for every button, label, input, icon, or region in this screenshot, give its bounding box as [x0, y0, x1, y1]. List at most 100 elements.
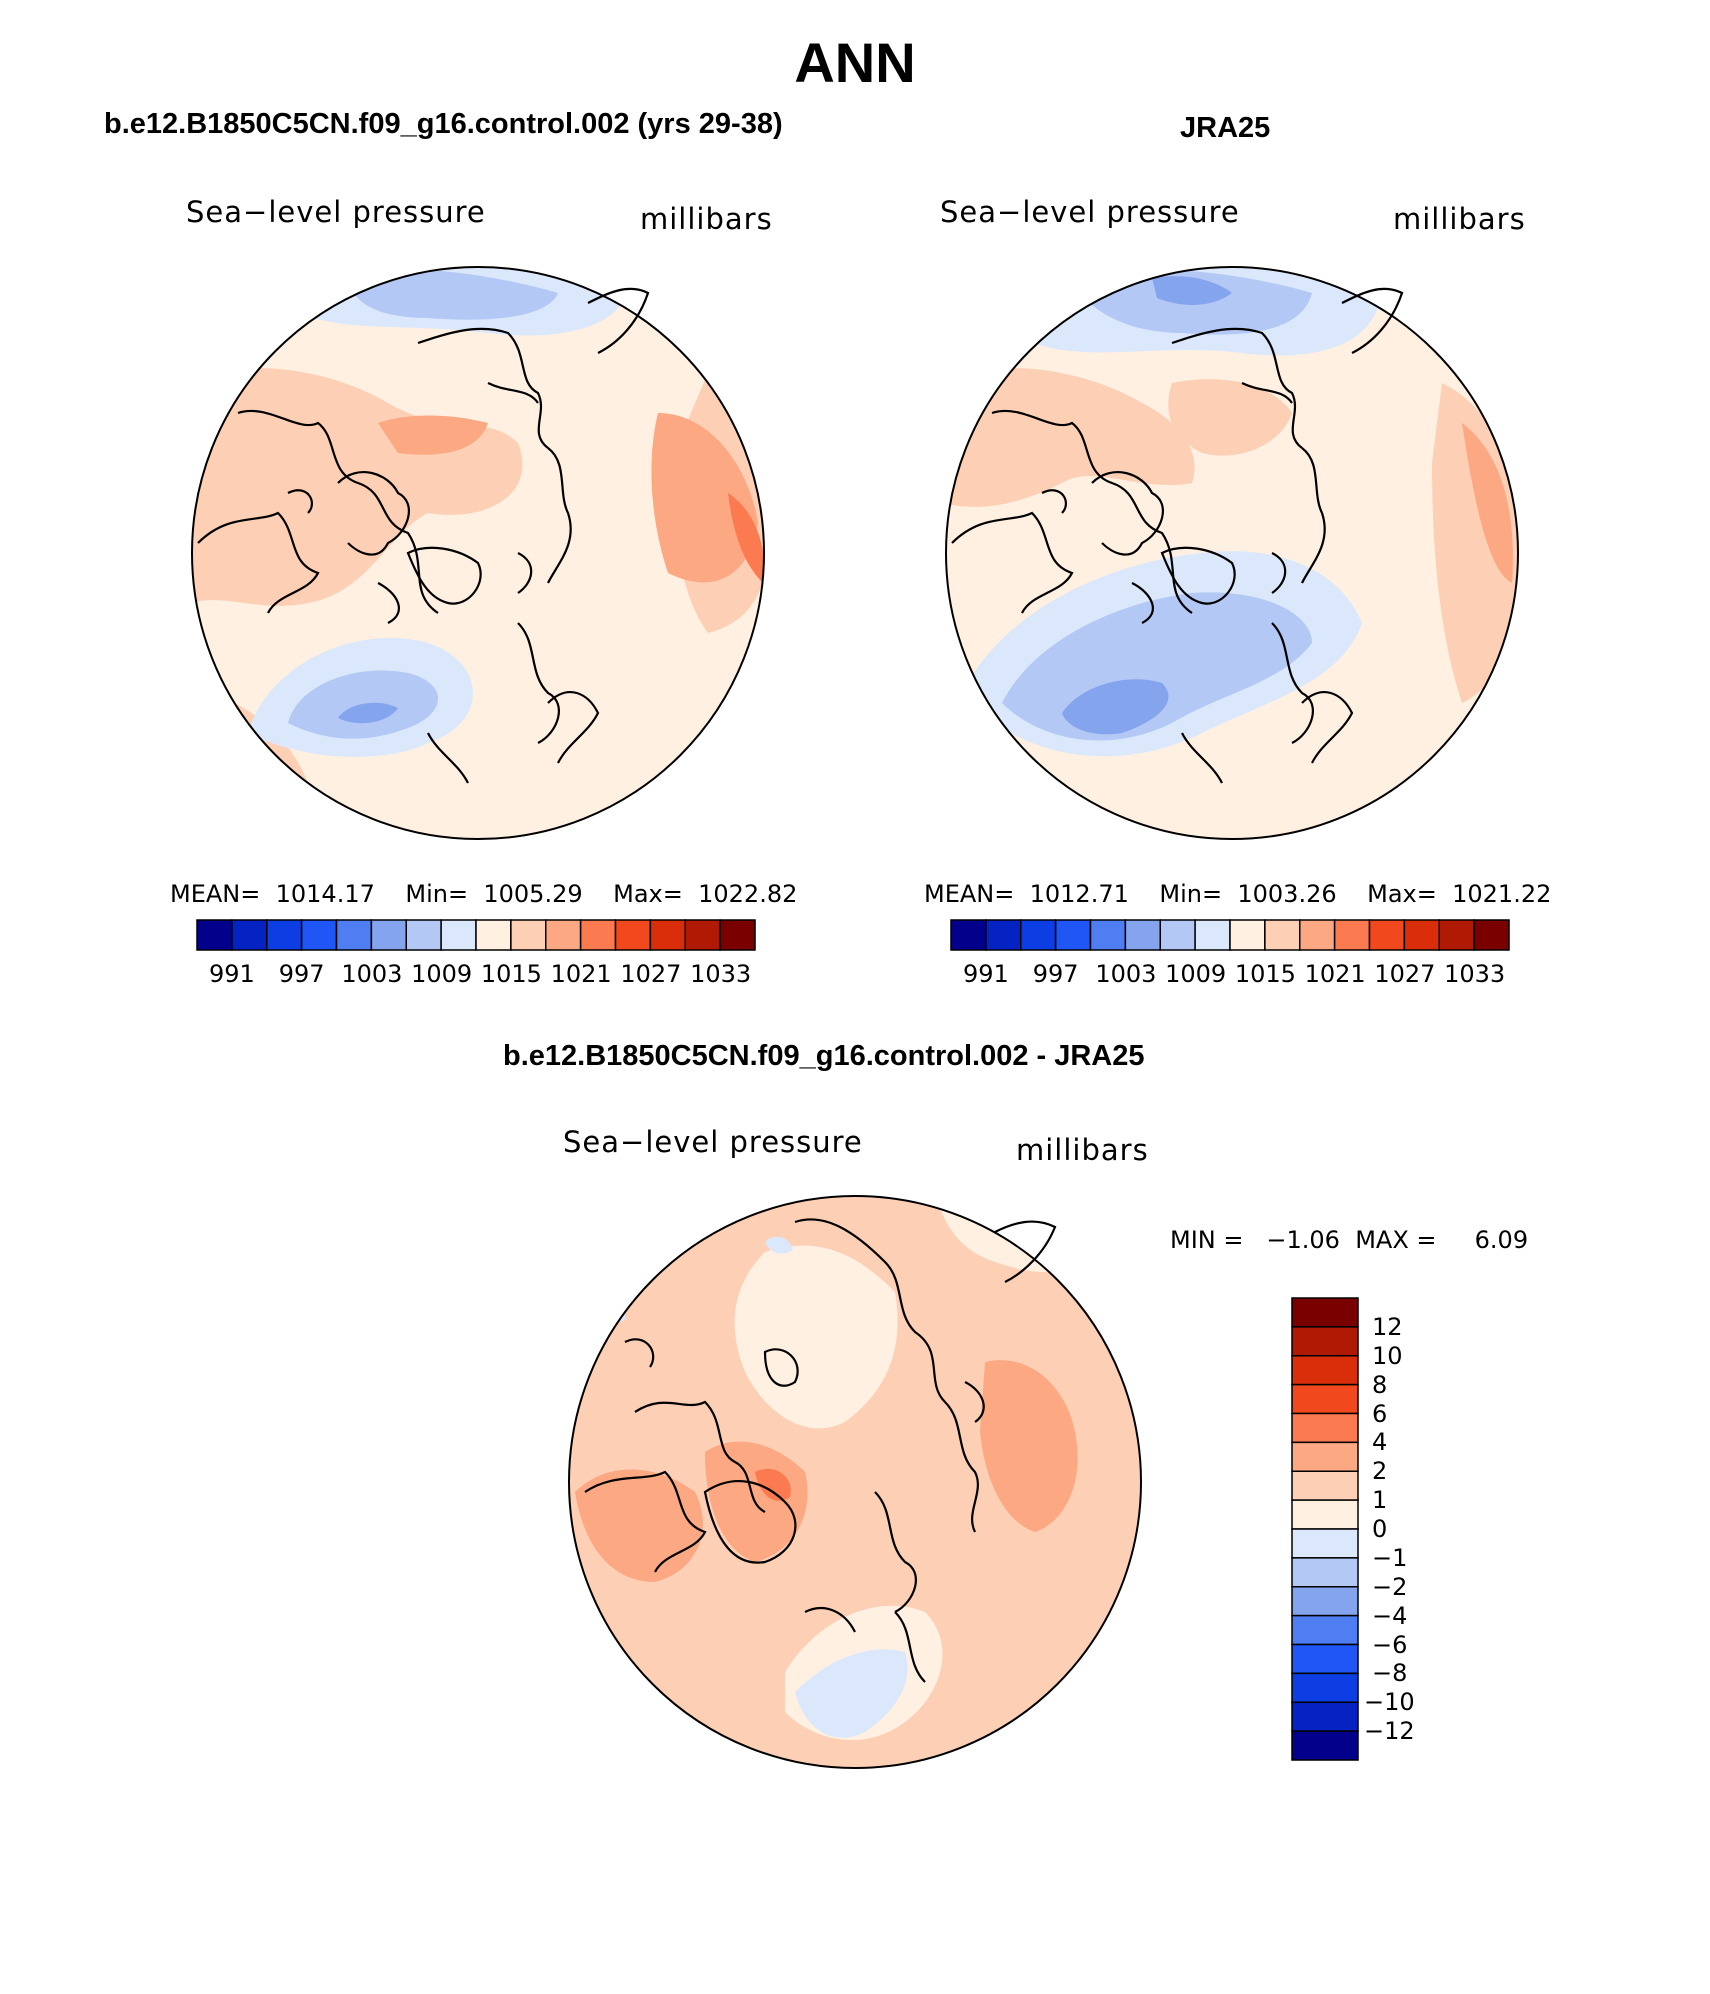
min-label: Min=	[405, 880, 469, 908]
colorbar-tick-label: −2	[1372, 1572, 1408, 1601]
colorbar-swatch	[405, 919, 442, 951]
colorbar-swatch	[1089, 919, 1127, 951]
high-pressure-region	[1168, 379, 1292, 456]
colorbar-swatch	[300, 919, 338, 951]
high-pressure-region	[1432, 383, 1518, 703]
colorbar-swatch	[1291, 1441, 1359, 1473]
positive-region	[980, 1360, 1078, 1532]
high-pressure-core	[378, 415, 488, 455]
panel-diff-units-label: millibars	[1016, 1133, 1149, 1167]
high-pressure-region	[946, 368, 1195, 507]
colorbar-swatch	[266, 919, 303, 951]
map-boundary-circle	[568, 1195, 1142, 1769]
max-value: 6.09	[1474, 1226, 1529, 1254]
min-value: −1.06	[1266, 1226, 1340, 1254]
colorbar-tick-label: −1	[1372, 1543, 1408, 1572]
map-boundary-circle	[945, 266, 1519, 840]
panel-obs-stats: MEAN= 1012.71 Min= 1003.26 Max= 1021.22	[924, 880, 1551, 908]
colorbar-model	[196, 919, 756, 951]
colorbar-swatch	[1291, 1297, 1359, 1328]
colorbar-tick-label: −4	[1372, 1601, 1408, 1630]
min-value: 1005.29	[483, 880, 583, 908]
colorbar-swatch	[1291, 1672, 1359, 1704]
colorbar-swatch	[1291, 1326, 1359, 1357]
colorbar-swatch	[370, 919, 408, 951]
low-pressure-min	[1152, 276, 1232, 305]
low-pressure-min	[338, 702, 398, 724]
polar-map-model	[191, 266, 765, 840]
colorbar-swatch	[545, 919, 582, 951]
coastlines	[951, 287, 1404, 784]
mean-value: 1014.17	[275, 880, 375, 908]
panel-obs-units-label: millibars	[1393, 202, 1526, 236]
colorbar-swatch	[719, 919, 756, 951]
colorbar-swatch	[1333, 919, 1371, 951]
colorbar-diff	[1291, 1297, 1359, 1761]
colorbar-tick-label: 1027	[620, 960, 682, 988]
low-pressure-core	[348, 269, 558, 320]
mean-value: 1012.71	[1029, 880, 1129, 908]
colorbar-swatch	[1124, 919, 1162, 951]
positive-region	[705, 1441, 808, 1562]
panel-obs-variable-label: Sea−level pressure	[940, 195, 1240, 229]
min-label: MIN =	[1170, 1226, 1244, 1254]
colorbar-swatch	[196, 919, 233, 951]
colorbar-swatch	[684, 919, 721, 951]
high-pressure-max	[728, 493, 764, 583]
polar-map-diff	[568, 1195, 1142, 1769]
colorbar-swatch	[1054, 919, 1092, 951]
colorbar-obs	[950, 919, 1510, 951]
colorbar-tick-label: 8	[1372, 1370, 1388, 1399]
panel-model-units-label: millibars	[640, 202, 773, 236]
coastlines	[197, 287, 650, 784]
colorbar-swatch	[1229, 919, 1266, 951]
colorbar-tick-label: 1027	[1374, 960, 1436, 988]
colorbar-model-ticks: 991 997 1003 1009 1015 1021 1027 1033	[197, 960, 755, 990]
coastlines	[584, 1218, 1057, 1683]
high-pressure-core	[1462, 423, 1513, 583]
panel-title-model: b.e12.B1850C5CN.f09_g16.control.002 (yrs…	[104, 108, 783, 140]
colorbar-tick-label: −8	[1372, 1659, 1408, 1688]
colorbar-tick-label: 12	[1372, 1312, 1403, 1341]
min-value: 1003.26	[1237, 880, 1337, 908]
colorbar-swatch	[1438, 919, 1475, 951]
max-label: MAX =	[1355, 1226, 1437, 1254]
mean-label: MEAN=	[924, 880, 1015, 908]
colorbar-swatch	[649, 919, 687, 951]
colorbar-swatch	[335, 919, 373, 951]
max-label: Max=	[613, 880, 683, 908]
colorbar-tick-label: 991	[962, 960, 1009, 988]
colorbar-swatch	[579, 919, 617, 951]
high-pressure-core	[651, 413, 758, 583]
colorbar-swatch	[1264, 919, 1301, 951]
positive-max	[755, 1468, 791, 1501]
max-label: Max=	[1367, 880, 1437, 908]
colorbar-swatch	[475, 919, 512, 951]
map-boundary-circle	[191, 266, 765, 840]
colorbar-tick-label: 1003	[1095, 960, 1157, 988]
colorbar-tick-label: 1015	[480, 960, 542, 988]
colorbar-swatch	[1403, 919, 1441, 951]
colorbar-tick-label: 1	[1372, 1486, 1388, 1515]
colorbar-tick-label: −6	[1372, 1630, 1408, 1659]
colorbar-swatch	[440, 919, 477, 951]
panel-title-obs: JRA25	[1180, 112, 1271, 144]
colorbar-swatch	[1299, 919, 1336, 951]
colorbar-tick-label: 997	[278, 960, 325, 988]
polar-map-obs	[945, 266, 1519, 840]
max-value: 1021.22	[1452, 880, 1552, 908]
colorbar-swatch	[1291, 1730, 1359, 1761]
panel-title-diff: b.e12.B1850C5CN.f09_g16.control.002 - JR…	[503, 1040, 1145, 1072]
colorbar-swatch	[1368, 919, 1406, 951]
colorbar-tick-label: 6	[1372, 1399, 1388, 1428]
colorbar-tick-label: 0	[1372, 1515, 1388, 1543]
negative-region	[765, 1236, 793, 1254]
colorbar-swatch	[985, 919, 1022, 951]
colorbar-tick-label: 4	[1372, 1428, 1388, 1457]
colorbar-swatch	[1020, 919, 1057, 951]
colorbar-swatch	[231, 919, 268, 951]
min-label: Min=	[1159, 880, 1223, 908]
colorbar-tick-label: 997	[1032, 960, 1079, 988]
colorbar-tick-label: 991	[208, 960, 255, 988]
colorbar-swatch	[1291, 1557, 1359, 1588]
